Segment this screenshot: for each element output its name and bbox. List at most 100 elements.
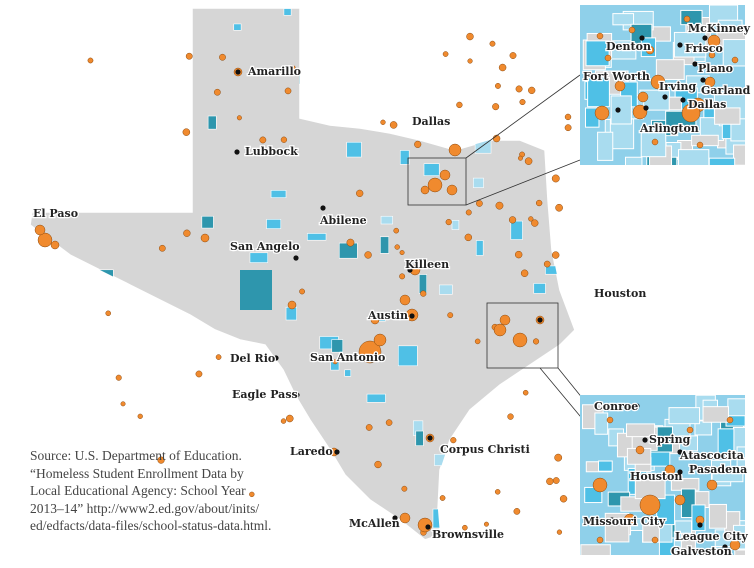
district-shade: [565, 262, 575, 282]
district-shade: [524, 414, 532, 425]
enrollment-bubble: [729, 539, 741, 551]
city-dot: [702, 35, 708, 41]
enrollment-bubble: [493, 323, 507, 337]
enrollment-bubble: [200, 233, 210, 243]
dallas-inset: [580, 5, 745, 165]
enrollment-bubble: [551, 174, 560, 183]
enrollment-bubble: [446, 184, 458, 196]
enrollment-bubble: [594, 105, 610, 121]
city-dot: [639, 35, 645, 41]
city-label: Houston: [630, 470, 682, 483]
district-shade: [331, 339, 344, 353]
enrollment-bubble: [519, 99, 526, 106]
city-dot: [722, 544, 728, 550]
city-label: Galveston: [671, 545, 732, 558]
source-line: Local Educational Agency: School Year: [30, 483, 246, 498]
enrollment-bubble: [290, 65, 296, 71]
enrollment-bubble: [564, 113, 572, 121]
enrollment-bubble: [399, 512, 411, 524]
enrollment-bubble: [249, 491, 255, 498]
enrollment-bubble: [509, 52, 517, 59]
enrollment-bubble: [456, 101, 463, 109]
district-shade: [708, 157, 736, 165]
city-label: Del Rio: [230, 352, 275, 365]
enrollment-bubble: [399, 250, 405, 256]
enrollment-bubble: [34, 224, 46, 236]
city-label: League City: [675, 530, 748, 543]
enrollment-bubble: [448, 143, 462, 157]
enrollment-bubble: [651, 138, 659, 146]
enrollment-bubble: [513, 508, 521, 515]
city-label: Dallas: [412, 115, 450, 128]
enrollment-bubble: [674, 494, 686, 506]
district-shade: [270, 190, 287, 198]
city-dot: [697, 522, 703, 528]
city-label: Houston: [594, 287, 646, 300]
enrollment-bubble: [445, 218, 452, 226]
enrollment-bubble: [474, 338, 481, 345]
city-dot: [334, 449, 340, 455]
district-shade: [541, 377, 554, 391]
district-shade: [207, 115, 217, 130]
district-shade: [344, 369, 352, 377]
enrollment-bubble: [115, 374, 122, 381]
enrollment-bubble: [447, 312, 454, 319]
district-shade: [679, 435, 698, 452]
district-shade: [153, 37, 162, 53]
city-dot: [642, 437, 648, 443]
enrollment-bubble: [555, 203, 563, 212]
district-shade: [266, 219, 282, 229]
district-shade: [505, 499, 521, 508]
enrollment-bubble: [507, 413, 514, 420]
district-shade: [711, 468, 744, 483]
district-shade: [714, 107, 741, 125]
enrollment-bubble: [483, 521, 489, 527]
enrollment-bubble: [467, 58, 473, 64]
district-shade: [691, 134, 719, 147]
district-shade: [380, 236, 390, 254]
enrollment-bubble: [637, 91, 649, 103]
enrollment-bubble: [401, 485, 408, 492]
district-shade: [366, 393, 386, 403]
district-shade: [736, 446, 745, 468]
district-shade: [411, 101, 427, 109]
district-shade: [558, 89, 575, 99]
city-dot: [677, 469, 683, 475]
city-dot: [677, 42, 683, 48]
district-shade: [598, 460, 613, 472]
enrollment-bubble: [515, 85, 523, 93]
enrollment-bubble: [185, 52, 193, 60]
enrollment-bubble: [284, 87, 292, 95]
enrollment-bubble: [683, 15, 691, 23]
enrollment-bubble: [105, 310, 111, 317]
district-shade: [668, 96, 682, 111]
district-shade: [612, 13, 635, 26]
city-dot: [427, 435, 433, 441]
district-shade: [655, 59, 685, 80]
city-label: Corpus Christi: [440, 443, 530, 456]
source-line: “Homeless Student Enrollment Data by: [30, 465, 244, 481]
city-dot: [680, 97, 686, 103]
enrollment-bubble: [287, 300, 297, 310]
district-shade: [306, 233, 327, 241]
district-shade: [240, 270, 272, 310]
enrollment-bubble: [399, 273, 406, 280]
district-shade: [610, 95, 632, 125]
enrollment-bubble: [552, 477, 560, 484]
district-shade: [597, 131, 614, 161]
enrollment-bubble: [280, 418, 287, 424]
enrollment-bubble: [494, 489, 501, 495]
enrollment-bubble: [195, 370, 203, 378]
enrollment-bubble: [604, 54, 612, 62]
district-shade: [526, 493, 539, 512]
enrollment-bubble: [489, 40, 496, 47]
city-dot: [634, 403, 640, 409]
district-shade: [503, 519, 514, 527]
city-label: Abilene: [319, 214, 367, 227]
enrollment-bubble: [520, 269, 529, 277]
enrollment-bubble: [157, 456, 165, 464]
enrollment-bubble: [606, 416, 614, 424]
enrollment-bubble: [708, 51, 716, 59]
district-shade: [399, 150, 410, 165]
city-dot: [407, 267, 413, 273]
